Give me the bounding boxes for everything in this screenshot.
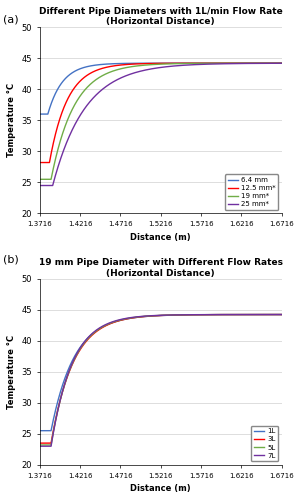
19 mm*	[249, 60, 253, 66]
25 mm*	[275, 60, 279, 66]
12.5 mm*	[275, 60, 279, 66]
1L	[66, 369, 69, 375]
12.5 mm*	[66, 96, 69, 102]
Line: 6.4 mm: 6.4 mm	[40, 63, 282, 114]
1L	[249, 312, 253, 318]
Legend: 6.4 mm, 12.5 mm*, 19 mm*, 25 mm*: 6.4 mm, 12.5 mm*, 19 mm*, 25 mm*	[225, 174, 278, 210]
Line: 1L: 1L	[40, 314, 282, 430]
19 mm*	[38, 176, 42, 182]
Legend: 1L, 3L, 5L, 7L: 1L, 3L, 5L, 7L	[251, 426, 278, 462]
3L	[249, 312, 253, 318]
Line: 7L: 7L	[40, 314, 282, 446]
5L	[141, 314, 145, 320]
1L	[141, 314, 145, 320]
3L	[141, 314, 145, 320]
X-axis label: Distance (m): Distance (m)	[130, 232, 191, 241]
12.5 mm*	[131, 61, 134, 67]
7L	[280, 312, 284, 318]
5L	[66, 374, 69, 380]
7L	[80, 342, 83, 348]
6.4 mm	[249, 60, 253, 66]
1L	[38, 428, 42, 434]
7L	[131, 314, 134, 320]
6.4 mm	[80, 65, 83, 71]
7L	[249, 312, 253, 318]
3L	[38, 440, 42, 446]
3L	[275, 312, 279, 318]
Y-axis label: Temperature °C: Temperature °C	[7, 83, 16, 158]
7L	[66, 372, 69, 378]
5L	[131, 314, 134, 320]
6.4 mm	[66, 74, 69, 80]
1L	[275, 312, 279, 318]
Title: 19 mm Pipe Diameter with Different Flow Rates
(Horizontal Distance): 19 mm Pipe Diameter with Different Flow …	[39, 258, 283, 278]
6.4 mm	[131, 60, 134, 66]
1L	[280, 312, 284, 318]
Text: (b): (b)	[3, 255, 19, 265]
5L	[275, 312, 279, 318]
12.5 mm*	[280, 60, 284, 66]
12.5 mm*	[141, 60, 145, 66]
6.4 mm	[141, 60, 145, 66]
19 mm*	[66, 118, 69, 124]
19 mm*	[280, 60, 284, 66]
19 mm*	[141, 62, 145, 68]
Line: 25 mm*: 25 mm*	[40, 64, 282, 186]
25 mm*	[249, 60, 253, 66]
5L	[249, 312, 253, 318]
Line: 3L: 3L	[40, 314, 282, 443]
Line: 5L: 5L	[40, 314, 282, 445]
5L	[38, 442, 42, 448]
Line: 19 mm*: 19 mm*	[40, 63, 282, 180]
3L	[280, 312, 284, 318]
7L	[38, 443, 42, 449]
Y-axis label: Temperature °C: Temperature °C	[7, 334, 16, 408]
25 mm*	[80, 110, 83, 116]
6.4 mm	[275, 60, 279, 66]
19 mm*	[131, 64, 134, 70]
19 mm*	[275, 60, 279, 66]
25 mm*	[38, 182, 42, 188]
25 mm*	[280, 60, 284, 66]
3L	[66, 374, 69, 380]
1L	[131, 315, 134, 321]
1L	[80, 342, 83, 348]
Text: (a): (a)	[3, 15, 19, 25]
12.5 mm*	[80, 76, 83, 82]
12.5 mm*	[249, 60, 253, 66]
3L	[131, 315, 134, 321]
6.4 mm	[280, 60, 284, 66]
Line: 12.5 mm*: 12.5 mm*	[40, 63, 282, 162]
3L	[80, 344, 83, 350]
5L	[280, 312, 284, 318]
7L	[141, 314, 145, 320]
5L	[80, 344, 83, 349]
19 mm*	[80, 91, 83, 97]
Title: Different Pipe Diameters with 1L/min Flow Rate
(Horizontal Distance): Different Pipe Diameters with 1L/min Flo…	[39, 7, 283, 26]
X-axis label: Distance (m): Distance (m)	[130, 484, 191, 493]
7L	[275, 312, 279, 318]
25 mm*	[66, 138, 69, 144]
12.5 mm*	[38, 160, 42, 166]
25 mm*	[131, 70, 134, 76]
6.4 mm	[38, 111, 42, 117]
25 mm*	[141, 68, 145, 73]
